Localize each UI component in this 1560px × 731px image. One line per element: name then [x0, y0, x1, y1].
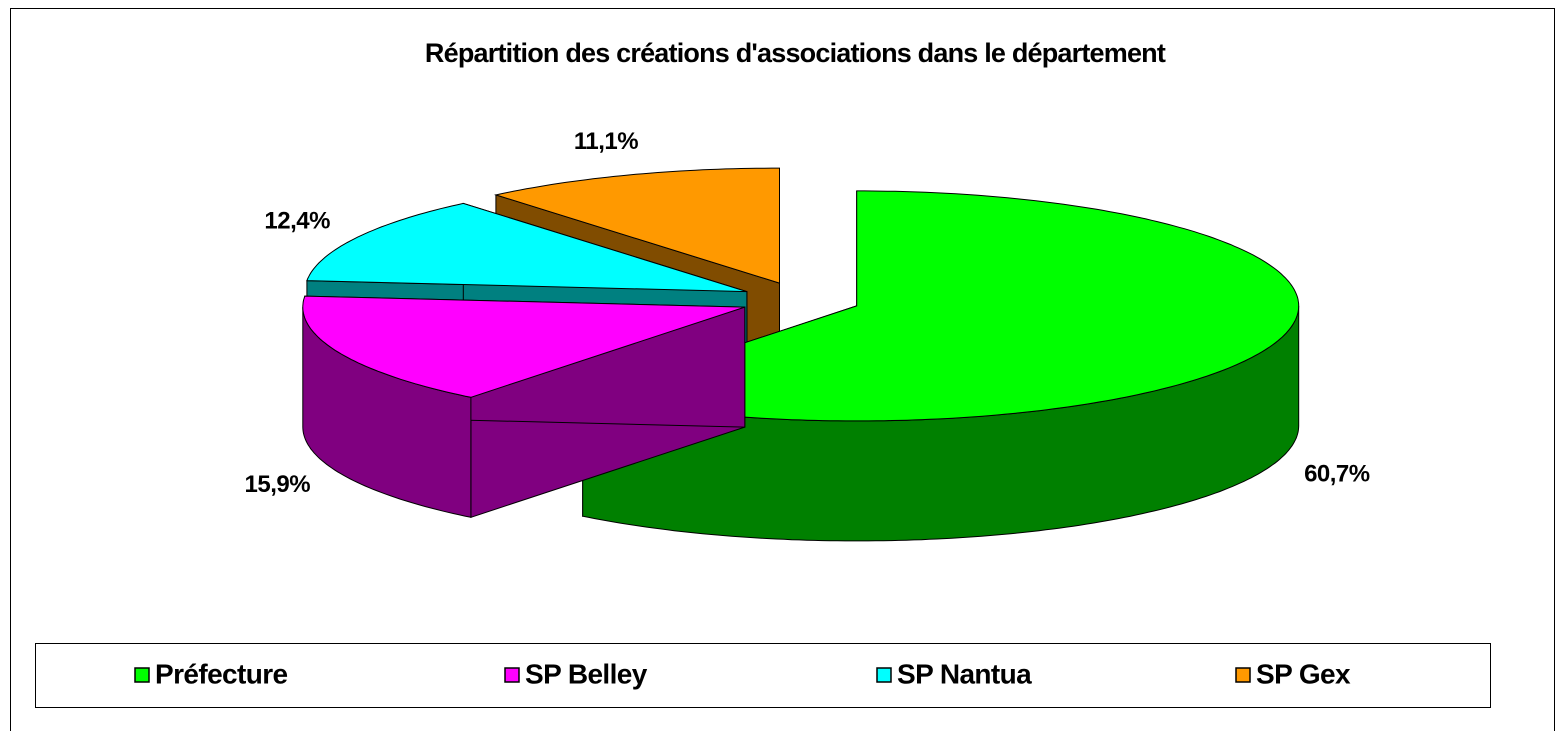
legend-label: SP Belley: [525, 658, 648, 689]
legend-swatch: [1235, 667, 1251, 683]
pie-slice: [306, 202, 748, 293]
legend-swatch: [134, 667, 150, 683]
data-label: 60,7%: [1304, 460, 1370, 487]
legend-label: SP Gex: [1256, 658, 1351, 689]
data-label: 11,1%: [574, 128, 638, 155]
legend-label: SP Nantua: [897, 658, 1032, 689]
data-label: 15,9%: [245, 471, 311, 498]
pie-slice: [302, 295, 745, 398]
legend-swatch: [876, 667, 892, 683]
data-label: 12,4%: [264, 207, 330, 234]
legend-swatch: [504, 667, 520, 683]
legend-label: Préfecture: [155, 658, 288, 689]
chart-title: Répartition des créations d'associations…: [425, 38, 1166, 68]
pie-slice: [580, 190, 1300, 422]
pie-slice: [493, 167, 780, 284]
